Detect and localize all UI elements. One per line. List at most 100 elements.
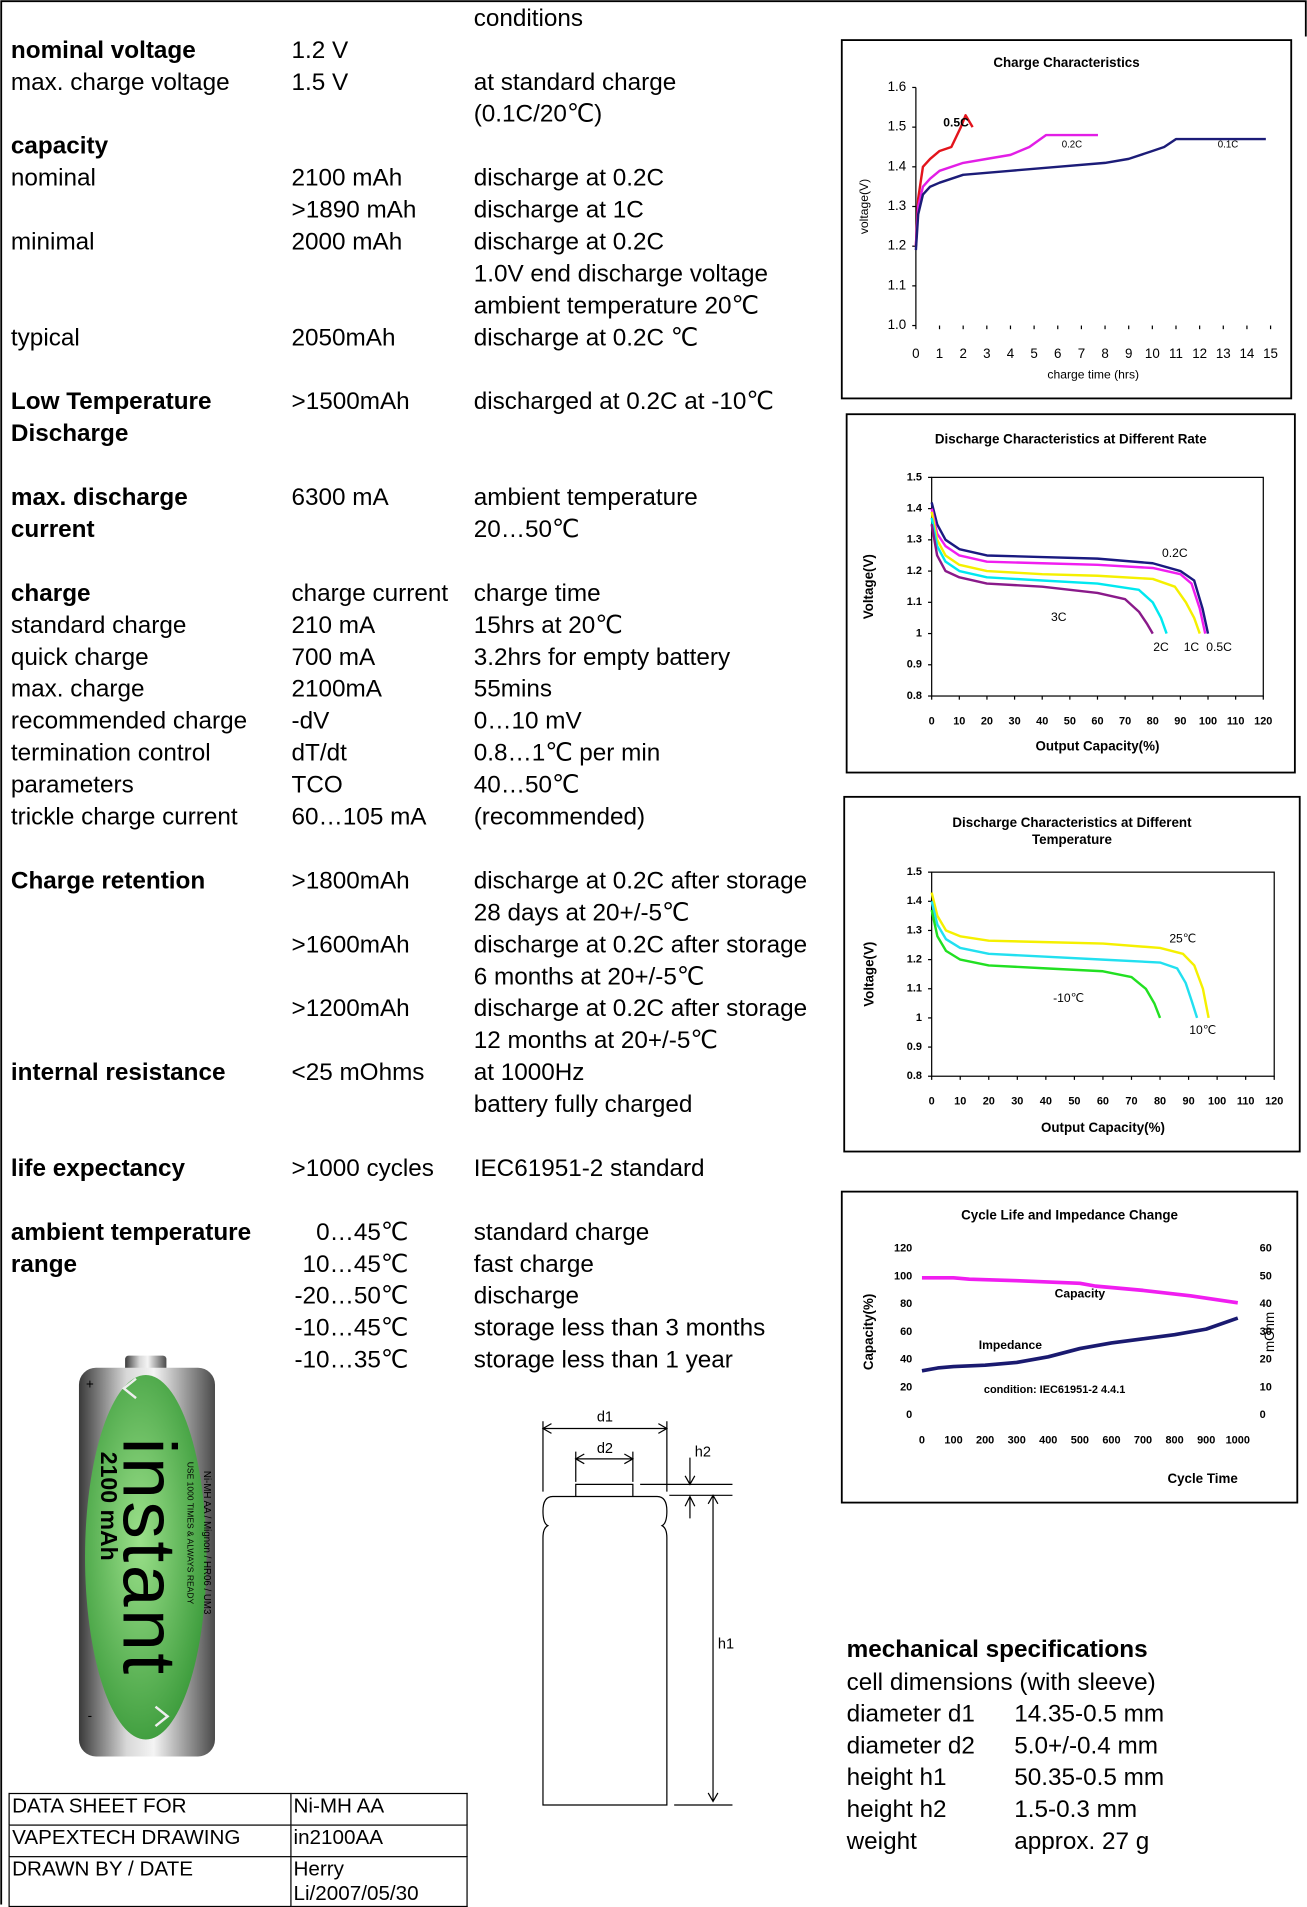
spec-label: nominal [11, 165, 96, 192]
title-block-cell: Ni-MH AA [289, 1792, 468, 1826]
x-axis-label: charge time (hrs) [1047, 368, 1139, 382]
x-tick-label: 10 [1145, 346, 1160, 361]
y2-tick-label: 30 [1260, 1326, 1272, 1338]
spec-label: max. charge [11, 676, 145, 703]
series-label: 10℃ [1189, 1023, 1216, 1037]
spec-label: trickle charge current [11, 804, 238, 831]
y-axis-label: Voltage(V) [861, 942, 876, 1007]
spec-note: 6 months at 20+/-5℃ [474, 963, 704, 990]
mech-value: 1.5-0.3 mm [1014, 1796, 1137, 1823]
y2-tick-label: 60 [1260, 1243, 1272, 1255]
x-tick-label: 50 [1068, 1096, 1080, 1108]
battery-slogan: USE 1000 TIMES & ALWAYS READY [185, 1462, 195, 1605]
spec-label: current [11, 516, 95, 543]
series-label: Capacity [1055, 1287, 1106, 1301]
spec-value: 0…45℃ [316, 1219, 408, 1246]
spec-value: 1.2 V [292, 37, 350, 64]
title-block-row: VAPEXTECH DRAWING in2100AA [8, 1824, 468, 1858]
x-tick-label: 900 [1197, 1435, 1215, 1447]
spec-note: IEC61951-2 standard [474, 1155, 705, 1182]
x-tick-label: 90 [1174, 715, 1186, 727]
battery-minus: - [88, 1708, 92, 1723]
y-axis-label: voltage(V) [857, 179, 871, 234]
chart-frame [843, 795, 1301, 1153]
title-block-cell: DATA SHEET FOR [8, 1792, 292, 1826]
mech-value: 50.35-0.5 mm [1014, 1764, 1164, 1791]
spec-note: 20…50℃ [474, 516, 580, 543]
y2-tick-label: 40 [1260, 1298, 1272, 1310]
x-tick-label: 1000 [1226, 1435, 1250, 1447]
spec-value: -10…35℃ [294, 1347, 408, 1374]
y-tick-label: 120 [894, 1243, 912, 1255]
spec-note: 0…10 mV [474, 708, 583, 735]
series-label: 25℃ [1169, 931, 1196, 945]
y-tick-label: 1.4 [907, 895, 923, 907]
x-tick-label: 10 [953, 715, 965, 727]
spec-value: dT/dt [292, 740, 348, 767]
spec-note: discharge at 0.2C ℃ [474, 324, 698, 351]
spec-note: storage less than 3 months [474, 1315, 766, 1342]
plot-frame [931, 476, 1264, 697]
x-tick-label: 110 [1227, 715, 1245, 727]
y-tick-label: 40 [900, 1354, 912, 1366]
series-line [930, 901, 1199, 1019]
y-tick-label: 1.5 [907, 866, 922, 878]
spec-note: fast charge [474, 1251, 594, 1278]
x-tick-label: 7 [1078, 346, 1085, 361]
mech-value: 5.0+/-0.4 mm [1014, 1732, 1158, 1759]
x-tick-label: 1 [936, 346, 943, 361]
spec-label: charge [11, 580, 91, 607]
series-line [930, 909, 1162, 1019]
chart-annotation: condition: IEC61951-2 4.4.1 [984, 1384, 1125, 1396]
title-block-cell: Herry Li/2007/05/30 [289, 1856, 468, 1907]
series-line [930, 524, 1154, 635]
x-tick-label: 700 [1134, 1435, 1152, 1447]
spec-note: discharge at 0.2C after storage [474, 867, 807, 894]
x-tick-label: 60 [1097, 1096, 1109, 1108]
series-line [921, 1276, 1239, 1305]
battery-capacity: 2100 mAh [96, 1452, 122, 1561]
x-tick-label: 120 [1265, 1096, 1283, 1108]
y2-tick-label: 0 [1260, 1409, 1266, 1421]
title-block-cell: DRAWN BY / DATE [8, 1856, 292, 1907]
x-tick-label: 40 [1040, 1096, 1052, 1108]
x-tick-label: 0 [929, 715, 935, 727]
series-label: 3C [1051, 610, 1067, 624]
y-tick-label: 1.4 [907, 503, 923, 515]
y2-tick-label: 50 [1260, 1270, 1272, 1282]
spec-label: internal resistance [11, 1059, 226, 1086]
y2-axis-label: mOhm [1262, 1312, 1277, 1352]
spec-note: 55mins [474, 676, 552, 703]
series-label: 0.5C [1206, 640, 1232, 654]
spec-value: >1500mAh [292, 388, 410, 415]
x-tick-label: 15 [1263, 346, 1278, 361]
y-tick-label: 1.2 [888, 238, 907, 253]
x-tick-label: 3 [983, 346, 990, 361]
spec-note: at standard charge [474, 69, 676, 96]
spec-label: ambient temperature [11, 1219, 251, 1246]
spec-value: charge current [292, 580, 449, 607]
spec-value: >1800mAh [292, 867, 410, 894]
series-label: Impedance [979, 1338, 1043, 1352]
series-line [930, 502, 1210, 634]
series-label: 0.1C [1218, 140, 1239, 151]
x-tick-label: 500 [1071, 1435, 1089, 1447]
y-tick-label: 0 [906, 1409, 912, 1421]
spec-label: termination control [11, 740, 211, 767]
series-line [930, 511, 1201, 634]
battery-plus: + [86, 1376, 94, 1391]
spec-label: max. discharge [11, 484, 188, 511]
y2-tick-label: 10 [1260, 1381, 1272, 1393]
plot-frame [931, 871, 1275, 1077]
spec-label: Discharge [11, 420, 128, 447]
x-tick-label: 300 [1008, 1435, 1026, 1447]
battery [78, 1355, 216, 1757]
spec-note: standard charge [474, 1219, 649, 1246]
x-tick-label: 13 [1216, 346, 1231, 361]
y-tick-label: 80 [900, 1298, 912, 1310]
y-tick-label: 1.3 [907, 534, 922, 546]
y-axis-label: Capacity(%) [861, 1294, 876, 1370]
x-tick-label: 0 [929, 1096, 935, 1108]
x-tick-label: 2 [959, 346, 966, 361]
